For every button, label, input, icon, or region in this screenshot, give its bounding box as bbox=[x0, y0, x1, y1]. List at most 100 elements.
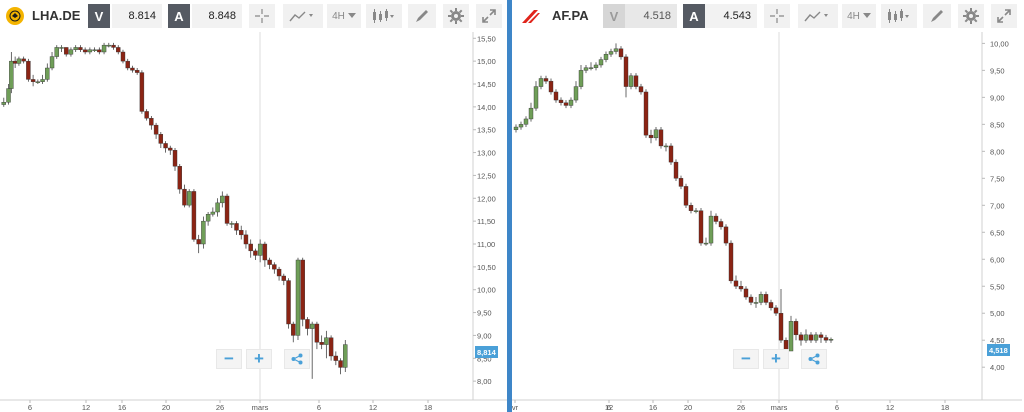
candle-body bbox=[333, 355, 339, 361]
sell-label[interactable]: V bbox=[603, 4, 625, 28]
candle-body bbox=[523, 118, 529, 125]
candle-body bbox=[763, 294, 769, 303]
x-tick-label: 16 bbox=[649, 403, 657, 412]
crosshair-button[interactable] bbox=[764, 4, 790, 28]
y-tick-label: 11,50 bbox=[477, 217, 495, 226]
share-button[interactable] bbox=[801, 349, 827, 369]
zoom-in-button[interactable]: + bbox=[246, 349, 272, 369]
candle bbox=[808, 332, 814, 343]
candle-body bbox=[243, 234, 249, 245]
x-tick-label: 26 bbox=[737, 403, 745, 412]
candle-body bbox=[328, 337, 334, 357]
candle-body bbox=[120, 51, 126, 62]
share-icon bbox=[808, 353, 820, 365]
candle bbox=[633, 73, 639, 90]
candle bbox=[97, 47, 102, 55]
candle-body bbox=[229, 223, 234, 225]
candle bbox=[553, 89, 559, 103]
draw-tool-button[interactable] bbox=[923, 4, 951, 28]
candle-body bbox=[144, 111, 149, 119]
candle-body bbox=[16, 58, 22, 64]
sell-label[interactable]: V bbox=[88, 4, 110, 28]
candle bbox=[828, 337, 834, 343]
y-tick-label: 9,00 bbox=[477, 331, 492, 340]
left-chart-panel: LHA.DE V 8.814 A 8.848 4H 15,50 15,00 14,5… bbox=[0, 0, 507, 412]
zoom-in-button[interactable]: + bbox=[763, 349, 789, 369]
buy-price-button[interactable]: 8.848 bbox=[192, 4, 242, 28]
candle-body bbox=[12, 60, 18, 64]
candle-body bbox=[253, 250, 258, 256]
candles-button[interactable] bbox=[881, 4, 917, 28]
candle bbox=[59, 45, 64, 52]
chevron-down-icon bbox=[862, 13, 871, 18]
chart-type-button[interactable] bbox=[798, 4, 838, 28]
candle-body bbox=[593, 64, 599, 68]
candle bbox=[120, 49, 126, 64]
candle-body bbox=[633, 75, 639, 87]
left-chart-area[interactable]: 15,50 15,00 14,50 14,00 13,50 13,00 12,50 12,00… bbox=[0, 32, 507, 412]
candle-body bbox=[177, 166, 182, 190]
x-tick-label: 6 bbox=[607, 403, 611, 412]
candle-body bbox=[324, 337, 329, 345]
candle-body bbox=[257, 243, 263, 256]
candle bbox=[234, 221, 239, 235]
y-tick-label: 9,00 bbox=[990, 93, 1005, 102]
draw-tool-button[interactable] bbox=[408, 4, 436, 28]
line-chart-icon bbox=[289, 11, 313, 22]
panel-divider[interactable] bbox=[507, 0, 512, 412]
expand-button[interactable] bbox=[476, 4, 502, 28]
sell-price-button[interactable]: 4.518 bbox=[625, 4, 677, 28]
candle-body bbox=[276, 268, 282, 277]
candle bbox=[319, 335, 324, 350]
x-tick-label: 12 bbox=[369, 403, 377, 412]
expand-button[interactable] bbox=[991, 4, 1017, 28]
candle bbox=[818, 332, 824, 343]
candle-body bbox=[703, 242, 709, 245]
candle-body bbox=[262, 243, 268, 261]
candle-body bbox=[688, 205, 694, 211]
buy-price-button[interactable]: 4.543 bbox=[705, 4, 757, 28]
candle-body bbox=[106, 44, 111, 47]
candle-body bbox=[49, 56, 55, 69]
candle-body bbox=[558, 99, 564, 103]
candle-body bbox=[286, 280, 291, 325]
interval-button[interactable]: 4H bbox=[327, 4, 361, 28]
chart-type-button[interactable] bbox=[283, 4, 323, 28]
candle-body bbox=[139, 72, 145, 112]
y-tick-label: 13,50 bbox=[477, 126, 496, 135]
buy-label[interactable]: A bbox=[168, 4, 190, 28]
expand-icon bbox=[997, 9, 1011, 23]
candle bbox=[73, 45, 78, 52]
candle-body bbox=[234, 223, 239, 231]
buy-label[interactable]: A bbox=[683, 4, 705, 28]
candle-body bbox=[618, 48, 624, 58]
candle-body bbox=[45, 67, 50, 80]
candle bbox=[21, 56, 26, 64]
share-button[interactable] bbox=[284, 349, 310, 369]
candle-body bbox=[748, 296, 754, 303]
candles-button[interactable] bbox=[366, 4, 402, 28]
candle-body bbox=[513, 126, 519, 130]
interval-button[interactable]: 4H bbox=[842, 4, 876, 28]
candle-body bbox=[64, 47, 69, 55]
sell-price-button[interactable]: 8.814 bbox=[112, 4, 162, 28]
x-tick-label: 18 bbox=[941, 403, 949, 412]
settings-button[interactable] bbox=[443, 4, 469, 28]
candle-body bbox=[149, 118, 154, 126]
candle-body bbox=[220, 195, 225, 204]
candle bbox=[309, 321, 315, 379]
candle bbox=[220, 191, 225, 208]
settings-button[interactable] bbox=[958, 4, 984, 28]
y-tick-label: 14,50 bbox=[477, 80, 496, 89]
ticker-symbol: LHA.DE bbox=[32, 8, 81, 23]
zoom-out-button[interactable]: − bbox=[216, 349, 242, 369]
right-chart-area[interactable]: 10,00 9,50 9,00 8,50 8,00 7,50 7,00 6,50 6,00 5,5… bbox=[512, 32, 1024, 412]
crosshair-button[interactable] bbox=[249, 4, 275, 28]
candle bbox=[718, 218, 724, 230]
zoom-out-button[interactable]: − bbox=[733, 349, 759, 369]
candle-body bbox=[172, 150, 178, 167]
candle-body bbox=[708, 215, 714, 244]
candle bbox=[205, 212, 211, 226]
candle-body bbox=[40, 79, 45, 82]
y-tick-label: 4,00 bbox=[990, 363, 1005, 372]
